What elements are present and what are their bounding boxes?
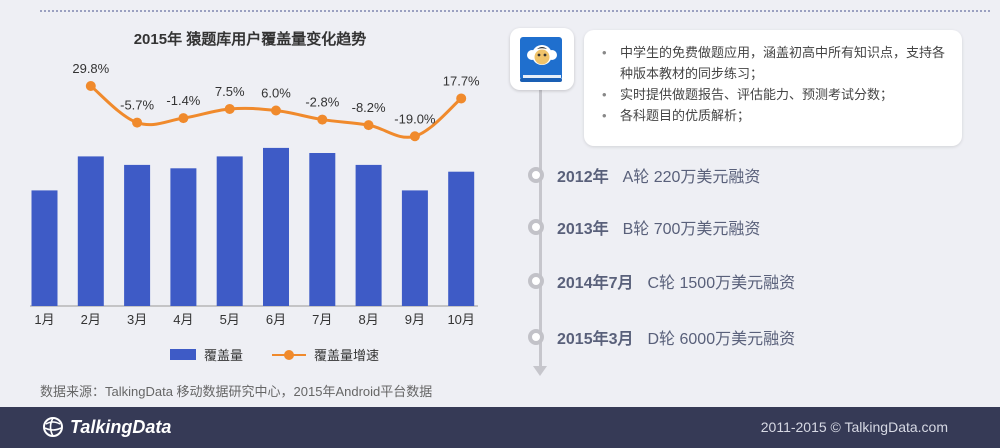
bar-2 [77, 156, 104, 306]
legend-bar-swatch [170, 349, 196, 360]
top-dotted-divider [40, 10, 990, 12]
copyright-text: 2011-2015 © TalkingData.com [760, 419, 948, 435]
x-tick-label: 6月 [266, 312, 286, 327]
description-item: 实时提供做题报告、评估能力、预测考试分数； [602, 84, 952, 105]
growth-data-label: 7.5% [215, 84, 245, 99]
milestone-year: 2015年3月 [557, 331, 634, 348]
growth-data-label: 29.8% [72, 61, 109, 76]
bar-5 [216, 156, 243, 306]
legend-line-label: 覆盖量增速 [314, 348, 380, 363]
growth-data-label: -5.7% [120, 98, 154, 113]
x-tick-label: 2月 [81, 312, 101, 327]
milestone-year: 2012年 [557, 169, 609, 186]
source-note: 数据来源：TalkingData 移动数据研究中心，2015年Android平台… [40, 384, 433, 399]
bar-8 [355, 164, 382, 306]
x-tick-label: 5月 [220, 312, 240, 327]
bar-3 [124, 164, 151, 306]
growth-point [224, 103, 235, 114]
timeline-dot-icon [528, 329, 544, 345]
x-tick-label: 1月 [34, 312, 54, 327]
description-item: 各科题目的优质解析； [602, 105, 952, 126]
globe-icon [43, 417, 63, 437]
bar-6 [263, 147, 289, 306]
growth-point [85, 81, 96, 91]
growth-data-label: 6.0% [261, 86, 291, 101]
growth-point [317, 114, 328, 125]
description-item: 中学生的免费做题应用，涵盖初高中所有知识点，支持各种版本教材的同步练习； [602, 42, 952, 84]
milestone-year: 2014年7月 [557, 275, 634, 292]
x-tick-label: 3月 [127, 312, 147, 327]
milestone-2015: 2015年3月 D轮 6000万美元融资 [528, 325, 795, 349]
timeline-dot-icon [528, 219, 544, 235]
bar-10 [448, 171, 475, 306]
growth-data-label: -2.8% [305, 95, 339, 110]
bar-1 [31, 190, 58, 306]
x-tick-label: 4月 [173, 312, 193, 327]
bar-4 [170, 168, 197, 306]
talkingdata-logo[interactable]: TalkingData [42, 416, 171, 438]
timeline-dot-icon [528, 167, 544, 183]
growth-point [409, 131, 420, 142]
coverage-chart: 1月 2月 3月 4月 5月 6月 7月 8月 9月 10月 29.8% -5.7% -1.4% 7.5%… [30, 61, 480, 327]
chart-title: 2015年 猿题库用户覆盖量变化趋势 [133, 31, 367, 48]
footer-bar: TalkingData 2011-2015 © TalkingData.com [0, 407, 1000, 448]
app-description-card: 中学生的免费做题应用，涵盖初高中所有知识点，支持各种版本教材的同步练习； 实时提… [584, 30, 962, 146]
growth-point [178, 113, 189, 124]
growth-data-label: 17.7% [443, 73, 480, 88]
monkey-book-icon [520, 37, 562, 82]
milestone-2014: 2014年7月 C轮 1500万美元融资 [528, 269, 795, 293]
milestone-2012: 2012年 A轮 220万美元融资 [528, 163, 760, 187]
timeline-dot-icon [528, 273, 544, 289]
legend-line-item: 覆盖量增速 [272, 345, 379, 364]
legend-bar-label: 覆盖量 [204, 348, 244, 363]
milestone-2013: 2013年 B轮 700万美元融资 [528, 215, 760, 239]
legend-bar-item: 覆盖量 [170, 345, 243, 364]
growth-data-label: -19.0% [394, 111, 436, 126]
app-icon [510, 28, 574, 90]
bar-9 [401, 190, 428, 306]
x-tick-label: 9月 [405, 312, 425, 327]
growth-point [132, 117, 143, 128]
x-tick-label: 8月 [358, 312, 378, 327]
description-list: 中学生的免费做题应用，涵盖初高中所有知识点，支持各种版本教材的同步练习； 实时提… [584, 30, 962, 126]
x-tick-label: 7月 [312, 312, 332, 327]
brand-name: TalkingData [70, 416, 172, 437]
legend-line-swatch [272, 349, 306, 361]
growth-point [271, 105, 281, 116]
bar-7 [309, 153, 336, 306]
milestone-detail: C轮 1500万美元融资 [647, 275, 796, 292]
milestone-year: 2013年 [557, 221, 609, 238]
growth-point [363, 120, 374, 131]
growth-data-label: -8.2% [352, 100, 386, 115]
milestone-detail: D轮 6000万美元融资 [647, 331, 796, 348]
growth-point [456, 93, 467, 104]
milestone-detail: B轮 700万美元融资 [622, 221, 761, 238]
timeline-arrow-icon [533, 366, 547, 376]
x-tick-label: 10月 [447, 312, 474, 327]
growth-data-label: -1.4% [166, 93, 200, 108]
milestone-detail: A轮 220万美元融资 [622, 169, 761, 186]
